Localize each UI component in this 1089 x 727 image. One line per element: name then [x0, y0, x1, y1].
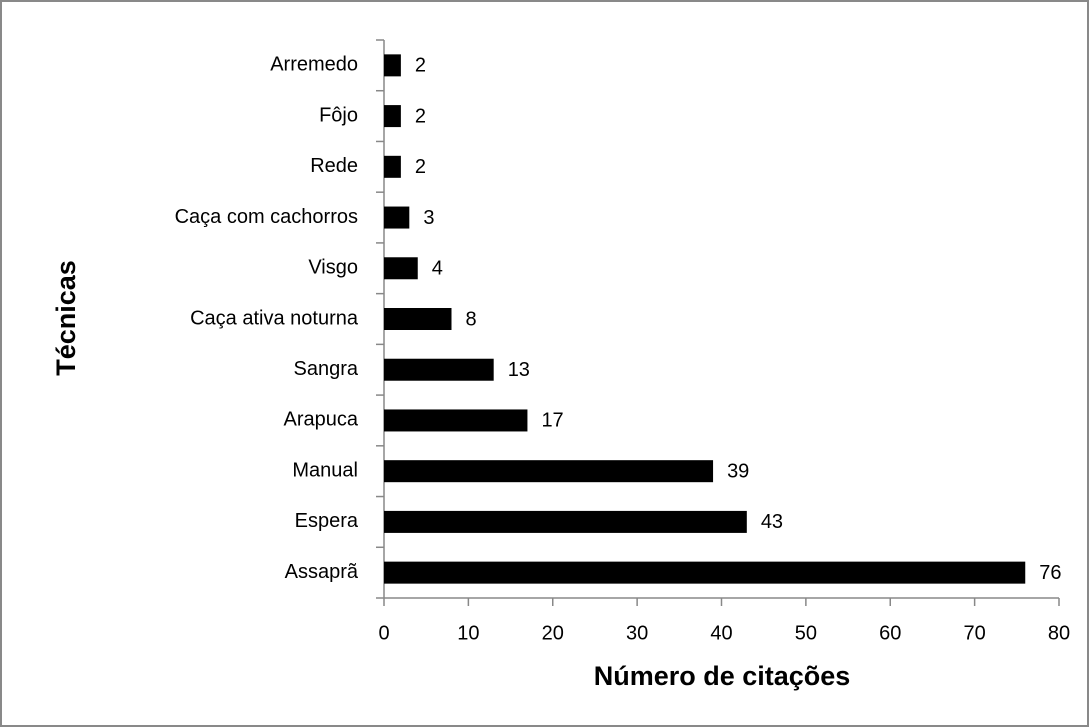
bar: [384, 105, 401, 128]
data-label: 39: [727, 460, 749, 482]
y-tick-label: Espera: [295, 510, 359, 532]
bar: [384, 54, 401, 77]
y-axis-title: Técnicas: [51, 260, 81, 376]
x-tick-label: 10: [457, 622, 479, 644]
bar: [384, 206, 410, 229]
y-tick-label: Rede: [310, 155, 358, 177]
bar: [384, 308, 452, 330]
y-tick-label: Caça com cachorros: [175, 206, 358, 228]
data-label: 3: [423, 207, 434, 229]
data-label: 13: [508, 359, 530, 381]
x-tick-label: 50: [795, 622, 817, 644]
data-label: 43: [761, 511, 783, 533]
data-label: 17: [541, 410, 563, 432]
x-tick-label: 80: [1048, 622, 1070, 644]
data-label: 8: [466, 308, 477, 330]
y-tick-label: Arapuca: [284, 409, 359, 431]
bar: [384, 155, 401, 178]
data-label: 2: [415, 105, 426, 127]
bar: [384, 561, 1026, 584]
y-tick-label: Visgo: [308, 257, 358, 279]
bar: [384, 460, 714, 483]
bar: [384, 510, 747, 533]
data-label: 4: [432, 258, 443, 280]
x-tick-label: 30: [626, 622, 648, 644]
x-tick-label: 20: [542, 622, 564, 644]
x-tick-label: 70: [964, 622, 986, 644]
data-label: 76: [1039, 562, 1061, 584]
x-tick-label: 0: [378, 622, 389, 644]
bar: [384, 358, 494, 381]
y-tick-label: Caça ativa noturna: [190, 307, 359, 329]
y-tick-label: Arremedo: [270, 54, 358, 76]
x-tick-label: 40: [710, 622, 732, 644]
bar: [384, 257, 418, 280]
x-tick-label: 60: [879, 622, 901, 644]
y-tick-label: Fôjo: [319, 104, 358, 126]
y-tick-label: Sangra: [294, 358, 359, 380]
data-label: 2: [415, 156, 426, 178]
bar: [384, 409, 528, 432]
y-tick-label: Manual: [292, 459, 358, 481]
data-label: 2: [415, 55, 426, 77]
x-axis-title: Número de citações: [594, 661, 851, 691]
y-tick-label: Assaprã: [285, 561, 359, 583]
